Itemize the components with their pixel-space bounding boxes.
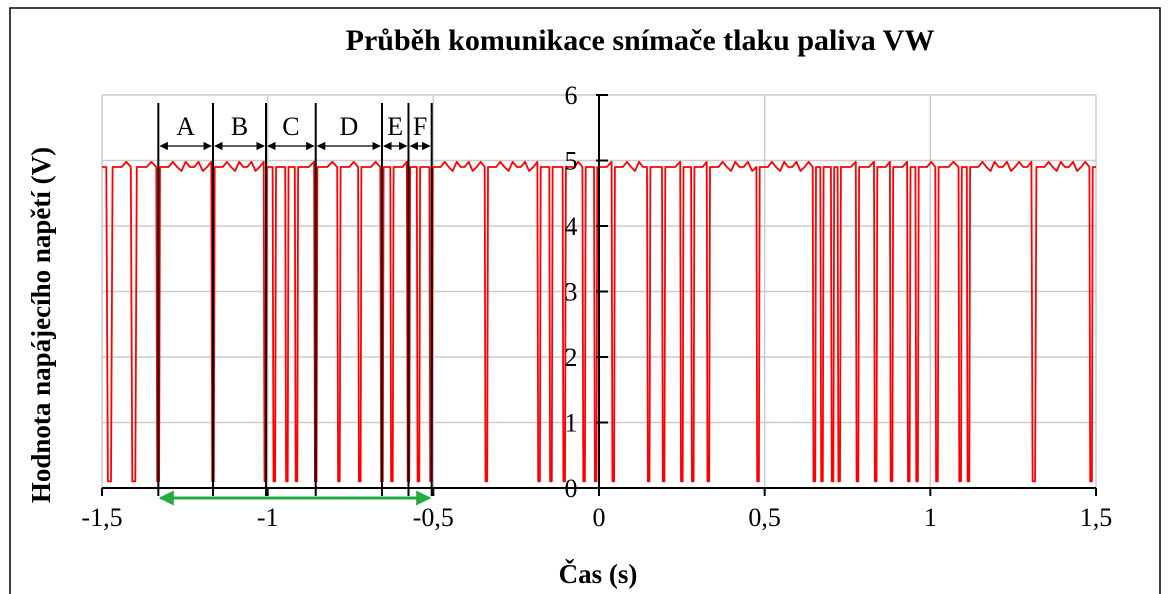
x-tick-label: 1 (924, 503, 937, 532)
segment-label: A (176, 112, 195, 141)
y-tick-label: 5 (565, 147, 578, 176)
y-tick-label: 4 (565, 212, 578, 241)
y-axis-title: Hodnota napájecího napětí (V) (26, 147, 56, 503)
y-tick-label: 2 (565, 343, 578, 372)
y-tick-label: 0 (565, 474, 578, 503)
segment-label: F (413, 112, 427, 141)
series (102, 160, 1096, 483)
x-tick-label: 1,5 (1080, 503, 1113, 532)
x-tick-label: -1 (257, 503, 279, 532)
x-tick-label: -0,5 (413, 503, 454, 532)
y-tick-label: 1 (565, 409, 578, 438)
segment-label: E (387, 112, 403, 141)
y-tick-label: 3 (565, 278, 578, 307)
segment-label: D (339, 112, 358, 141)
segment-label: B (231, 112, 248, 141)
signal-trace (102, 160, 1096, 483)
x-axis-title: Čas (s) (559, 559, 638, 589)
x-tick-label: -1,5 (81, 503, 122, 532)
chart-title: Průběh komunikace snímače tlaku paliva V… (346, 24, 935, 57)
segment-label: C (282, 112, 299, 141)
y-tick-label: 6 (565, 81, 578, 110)
y-tick-labels: 0 1 2 3 4 5 6 (565, 81, 578, 503)
x-tick-labels: -1,5 -1 -0,5 0 0,5 1 1,5 (81, 503, 1112, 532)
x-tick-label: 0 (593, 503, 606, 532)
x-tick-label: 0,5 (748, 503, 781, 532)
